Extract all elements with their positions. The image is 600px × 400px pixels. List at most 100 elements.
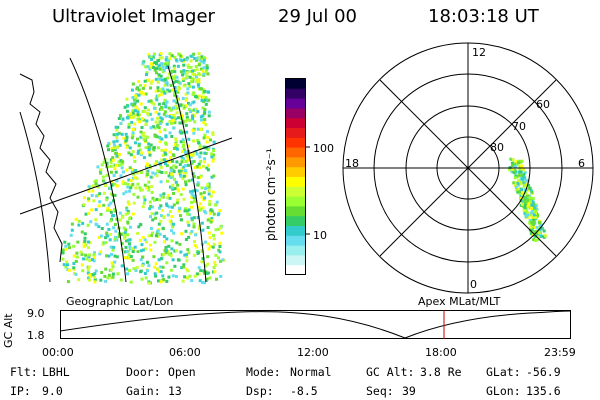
aurora-speckle — [64, 265, 68, 269]
aurora-speckle — [170, 239, 174, 243]
aurora-speckle — [196, 216, 200, 219]
aurora-speckle — [180, 266, 184, 270]
aurora-speckle — [124, 139, 128, 143]
aurora-speckle — [164, 58, 168, 62]
aurora-speckle — [141, 255, 144, 259]
aurora-speckle — [184, 180, 187, 184]
aurora-speckle — [123, 231, 127, 235]
aurora-speckle — [174, 139, 178, 143]
aurora-speckle — [87, 253, 91, 257]
aurora-speckle — [207, 192, 211, 196]
aurora-speckle — [127, 269, 131, 272]
aurora-speckle — [159, 116, 163, 120]
aurora-speckle — [87, 211, 91, 215]
aurora-speckle — [178, 87, 181, 90]
aurora-speckle — [167, 194, 171, 197]
aurora-speckle — [94, 179, 98, 183]
aurora-speckle — [208, 203, 212, 206]
polar-label-18: 18 — [345, 157, 359, 170]
aurora-speckle — [147, 264, 151, 268]
coastline — [19, 73, 63, 263]
aurora-speckle — [82, 257, 85, 261]
aurora-speckle — [525, 198, 529, 202]
aurora-speckle — [149, 56, 153, 60]
aurora-speckle — [165, 55, 169, 59]
aurora-speckle — [109, 268, 113, 272]
aurora-speckle — [182, 69, 186, 73]
aurora-speckle — [199, 57, 203, 61]
aurora-speckle — [131, 131, 135, 135]
aurora-speckle — [165, 66, 169, 69]
aurora-speckle — [166, 76, 170, 80]
aurora-speckle — [202, 58, 206, 62]
aurora-speckle — [87, 276, 91, 280]
aurora-speckle — [202, 72, 206, 76]
aurora-speckle — [153, 126, 157, 130]
aurora-speckle — [107, 273, 111, 277]
aurora-speckle — [199, 192, 203, 196]
aurora-speckle — [95, 223, 99, 227]
aurora-speckle — [191, 117, 195, 121]
aurora-speckle — [160, 90, 164, 94]
aurora-speckle — [523, 204, 527, 207]
aurora-speckle — [186, 248, 190, 252]
aurora-speckle — [211, 159, 215, 163]
aurora-speckle — [165, 164, 169, 168]
aurora-speckle — [157, 279, 160, 283]
aurora-speckle — [150, 191, 154, 194]
aurora-speckle — [125, 208, 129, 212]
aurora-speckle — [115, 217, 119, 221]
aurora-speckle — [113, 254, 117, 258]
aurora-speckle — [200, 98, 204, 102]
aurora-speckle — [204, 96, 208, 99]
aurora-speckle — [206, 130, 209, 134]
aurora-speckle — [194, 65, 198, 68]
aurora-speckle — [88, 241, 92, 245]
aurora-speckle — [181, 177, 185, 180]
aurora-speckle — [74, 217, 78, 221]
aurora-speckle — [154, 172, 157, 176]
aurora-speckle — [132, 176, 135, 180]
aurora-speckle — [188, 75, 192, 79]
aurora-speckle — [191, 77, 195, 81]
geographic-image-panel — [19, 52, 233, 285]
aurora-speckle — [109, 170, 113, 174]
aurora-speckle — [171, 88, 175, 92]
aurora-speckle — [149, 86, 152, 90]
aurora-speckle — [153, 134, 157, 138]
aurora-speckle — [221, 258, 225, 262]
aurora-speckle — [72, 266, 76, 270]
aurora-speckle — [167, 174, 171, 178]
aurora-speckle — [537, 231, 541, 235]
aurora-speckle — [105, 161, 109, 165]
aurora-speckle — [154, 77, 158, 81]
aurora-speckle — [164, 81, 168, 84]
aurora-speckle — [126, 272, 129, 276]
aurora-speckle — [162, 215, 166, 219]
aurora-speckle — [107, 227, 111, 231]
aurora-speckle — [168, 131, 172, 135]
aurora-speckle — [197, 272, 201, 276]
aurora-speckle — [134, 94, 137, 98]
aurora-speckle — [529, 213, 533, 217]
aurora-speckle — [517, 170, 521, 174]
aurora-speckle — [180, 232, 184, 236]
aurora-speckle — [101, 175, 105, 179]
polar-label-6: 6 — [578, 157, 585, 170]
aurora-speckle — [116, 272, 120, 276]
aurora-speckle — [187, 101, 190, 105]
aurora-speckle — [143, 198, 147, 202]
aurora-speckle — [200, 195, 204, 199]
aurora-speckle — [193, 240, 196, 244]
aurora-speckle — [512, 181, 516, 185]
aurora-speckle — [115, 184, 119, 188]
aurora-speckle — [535, 225, 539, 229]
aurora-speckle — [183, 58, 187, 62]
colorbar-band — [286, 147, 305, 158]
instrument-title: Ultraviolet Imager — [52, 6, 215, 27]
flt-label: Flt: — [10, 365, 38, 379]
aurora-speckle — [84, 257, 88, 261]
aurora-speckle — [213, 260, 217, 264]
seq-value: 39 — [402, 384, 416, 398]
aurora-speckle — [140, 264, 144, 268]
